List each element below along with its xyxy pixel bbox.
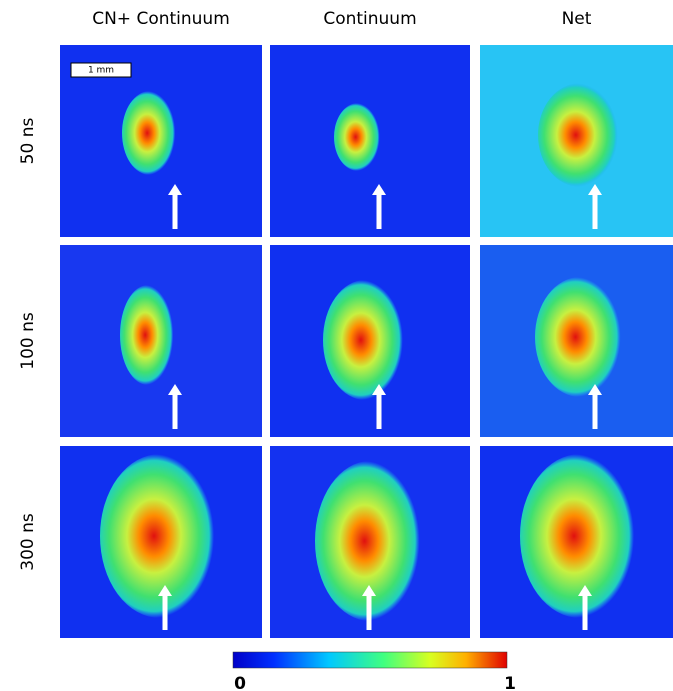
colorbar [232, 651, 508, 669]
image-panel [270, 45, 470, 237]
arrow-head [158, 585, 172, 596]
image-panel [270, 446, 470, 638]
arrow-head [588, 184, 602, 195]
emission-blob [120, 285, 176, 385]
image-panel [480, 446, 673, 638]
image-panel [480, 245, 673, 437]
arrow-head [578, 585, 592, 596]
arrow-shaft [376, 393, 382, 429]
arrow-head [372, 184, 386, 195]
scale-bar-label: 1 mm [88, 66, 114, 76]
emission-blob [100, 454, 220, 618]
arrow-shaft [592, 193, 598, 229]
arrow-head [588, 384, 602, 395]
colorbar-max: 1 [504, 674, 516, 691]
emission-blob [323, 280, 407, 400]
column-header: Net [562, 9, 592, 29]
arrow-head [362, 585, 376, 596]
row-header: 300 ns [18, 513, 38, 571]
colorbar-min: 0 [234, 674, 246, 691]
arrow-head [168, 384, 182, 395]
emission-blob [122, 91, 178, 175]
image-panel [480, 45, 673, 237]
arrow-shaft [376, 193, 382, 229]
arrow-shaft [592, 393, 598, 429]
arrow-shaft [162, 594, 168, 630]
arrow-shaft [172, 393, 178, 429]
row-header: 50 ns [18, 118, 38, 165]
image-panel [60, 245, 262, 437]
image-panel [270, 245, 470, 437]
arrow-head [372, 384, 386, 395]
emission-blob [520, 454, 640, 618]
arrow-shaft [172, 193, 178, 229]
emission-blob [535, 277, 625, 397]
row-header: 100 ns [18, 312, 38, 370]
image-panel [60, 446, 262, 638]
emission-blob [315, 461, 425, 621]
column-header: CN+ Continuum [92, 9, 230, 29]
arrow-head [168, 184, 182, 195]
emission-blob [334, 103, 382, 171]
column-header: Continuum [323, 9, 416, 29]
emission-blob [538, 83, 622, 187]
scale-bar [70, 62, 132, 78]
arrow-shaft [582, 594, 588, 630]
arrow-shaft [366, 594, 372, 630]
